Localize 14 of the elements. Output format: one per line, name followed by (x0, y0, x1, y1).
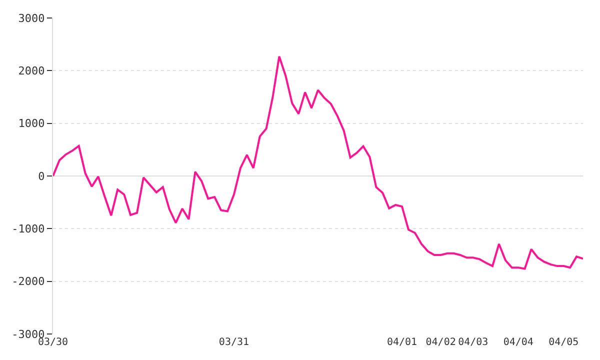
y-tick-label: 0 (38, 170, 45, 183)
x-tick-label: 04/02 (426, 337, 456, 348)
y-tick-label: -2000 (12, 275, 45, 288)
y-tick-label: 1000 (18, 117, 45, 130)
x-tick-label: 04/01 (386, 337, 418, 348)
y-tick-label: 3000 (18, 12, 45, 25)
y-tick-label: 2000 (18, 64, 45, 78)
x-tick-label: 04/04 (503, 337, 534, 348)
y-tick-label: -1000 (12, 222, 45, 236)
line-series (53, 55, 583, 270)
x-tick-label: 04/03 (458, 337, 488, 348)
x-tick-label: 03/30 (38, 337, 68, 348)
x-tick-label: 04/05 (548, 337, 579, 348)
x-tick-label: 03/31 (218, 337, 250, 348)
